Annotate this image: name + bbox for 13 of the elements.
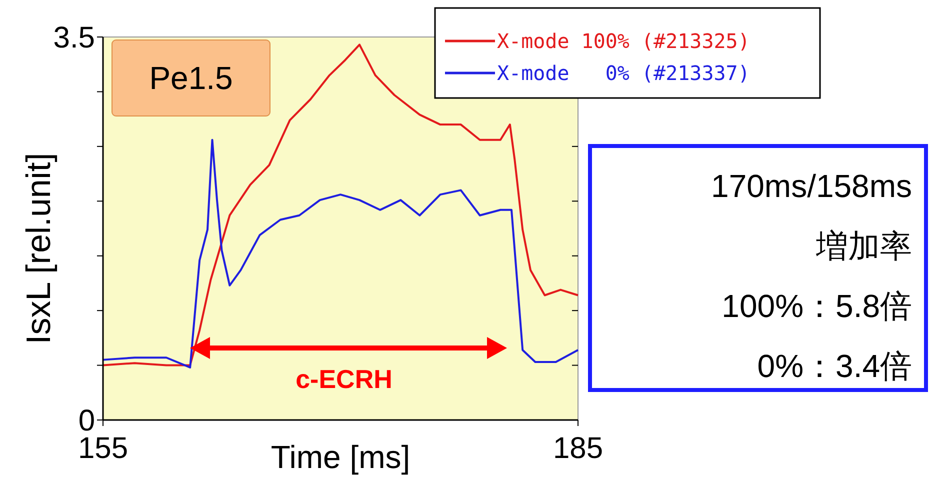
y-tick-label: 3.5 <box>53 22 95 54</box>
line-series <box>102 138 579 368</box>
text: 0%：3.4倍 <box>757 348 912 384</box>
text: 100%：5.8倍 <box>722 288 912 324</box>
annotation: Pe1.5 <box>149 60 233 96</box>
annotation: c-ECRH <box>296 364 392 394</box>
y-axis-title: IsxL [rel.unit] <box>20 152 58 344</box>
text: 170ms/158ms <box>711 168 912 204</box>
text: 増加率 <box>815 228 912 264</box>
legend-label: X-mode 100% (#213325) <box>497 29 750 53</box>
x-tick-label: 185 <box>552 432 604 465</box>
legend-label: X-mode 0% (#213337) <box>497 61 750 85</box>
x-axis-title: Time [ms] <box>270 439 410 475</box>
